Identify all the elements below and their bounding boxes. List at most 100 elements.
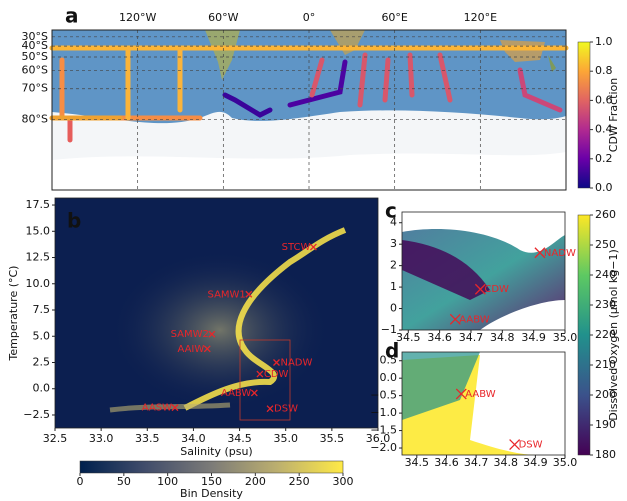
y-tick-label: 3 [390,237,397,250]
water-mass-marker [309,243,317,251]
water-mass-marker [208,330,216,338]
x-tick-label: 34.7 [459,331,484,344]
water-mass-label: AASW [142,403,172,414]
water-mass-marker [250,389,258,397]
x-tick-label: 34.6 [427,331,452,344]
water-mass-marker [455,388,467,400]
plot-frame [401,211,566,331]
x-tick-label: 33.0 [89,432,114,445]
water-mass-label: AABW [221,388,251,399]
colorbar-tick-label: 210 [595,358,616,371]
plot-frame [54,197,379,429]
panel-label: d [385,339,399,363]
y-tick-label: 0.0 [33,382,51,395]
colorbar-tick-label: 300 [333,475,354,488]
colorbar-tick-label: 0.8 [595,64,613,77]
y-tick-label: −2.0 [370,441,397,454]
water-mass-marker [171,404,179,412]
water-mass-label: DSW [519,440,543,451]
plot-frame [51,29,567,191]
y-tick-label: 12.5 [26,251,51,264]
colorbar-tick-label: 1.0 [595,35,613,48]
water-mass-label: NADW [544,248,576,259]
y-tick-label: 7.5 [33,303,51,316]
colorbar [79,460,344,474]
water-mass-label: SAMW2 [171,329,209,340]
colorbar-tick-label: 200 [245,475,266,488]
x-tick-label: 34.7 [464,456,489,469]
water-mass-marker [474,283,486,295]
water-mass-marker [509,439,521,450]
x-tick-label: 35.5 [320,432,345,445]
colorbar [577,41,591,189]
panel-label: c [385,199,397,223]
water-mass-label: SAMW1 [208,289,246,300]
water-mass-label: CDW [484,284,509,295]
x-tick-label: 120°E [464,11,497,24]
colorbar-tick-label: 240 [595,268,616,281]
x-tick-label: 34.5 [405,456,430,469]
y-tick-label: −0.5 [370,389,397,402]
panel-label: b [67,209,81,233]
x-tick-label: 34.0 [181,432,206,445]
y-tick-label: 1 [390,280,397,293]
y-tick-label: 80°S [22,112,48,125]
x-tick-label: 120°W [119,11,156,24]
colorbar-label: Dissolved Oxygen (µmol kg−1) [607,249,620,421]
x-tick-label: 35.0 [553,331,578,344]
colorbar-tick-label: 100 [157,475,178,488]
water-mass-label: DSW [274,404,298,415]
y-tick-label: 60°S [22,63,48,76]
x-tick-label: 60°W [208,11,238,24]
y-tick-label: 70°S [22,82,48,95]
colorbar-label: CDW Fraction [607,78,620,152]
y-tick-label: 0.5 [380,354,398,367]
x-tick-label: 34.6 [434,456,459,469]
colorbar-label: Bin Density [180,487,243,500]
y-tick-label: 2.5 [33,355,51,368]
x-tick-label: 34.9 [523,456,548,469]
colorbar-tick-label: 250 [289,475,310,488]
water-mass-label: AAIW [177,344,204,355]
water-mass-label: AABW [465,389,495,400]
x-tick-label: 34.8 [493,456,518,469]
colorbar-tick-label: 200 [595,388,616,401]
y-tick-label: 17.5 [26,198,51,211]
x-tick-label: 32.5 [43,432,68,445]
colorbar-tick-label: 190 [595,418,616,431]
water-mass-label: CDW [264,369,289,380]
y-tick-label: 15.0 [26,224,51,237]
x-axis-label: Salinity (psu) [180,445,252,458]
y-tick-label: −1.0 [370,406,397,419]
panel-label: a [65,4,79,28]
x-tick-label: 33.5 [135,432,160,445]
x-tick-label: 35.0 [273,432,298,445]
density-background [55,198,378,428]
colorbar-tick-label: 150 [201,475,222,488]
y-tick-label: 4 [390,216,397,229]
x-tick-label: 34.5 [227,432,252,445]
water-mass-marker [266,405,274,413]
water-mass-marker [245,290,253,298]
x-tick-label: 0° [303,11,316,24]
water-mass-marker [273,359,280,366]
y-tick-label: 5.0 [33,329,51,342]
y-tick-label: −1 [381,323,397,336]
colorbar-tick-label: 0.0 [595,181,613,194]
x-tick-label: 34.9 [521,331,546,344]
colorbar-tick-label: 0 [77,475,84,488]
colorbar-tick-label: 230 [595,298,616,311]
y-tick-label: −1.5 [370,424,397,437]
x-tick-label: 35.0 [553,456,578,469]
water-mass-label: NADW [280,357,312,368]
colorbar-tick-label: 0.2 [595,152,613,165]
y-tick-label: 30°S [22,30,48,43]
colorbar [577,214,591,456]
water-mass-label: STCW [282,242,311,253]
water-mass-marker [256,370,264,378]
colorbar-tick-label: 220 [595,328,616,341]
colorbar-tick-label: 0.4 [595,123,613,136]
colorbar-tick-label: 180 [595,448,616,461]
y-tick-label: 0.0 [380,371,398,384]
